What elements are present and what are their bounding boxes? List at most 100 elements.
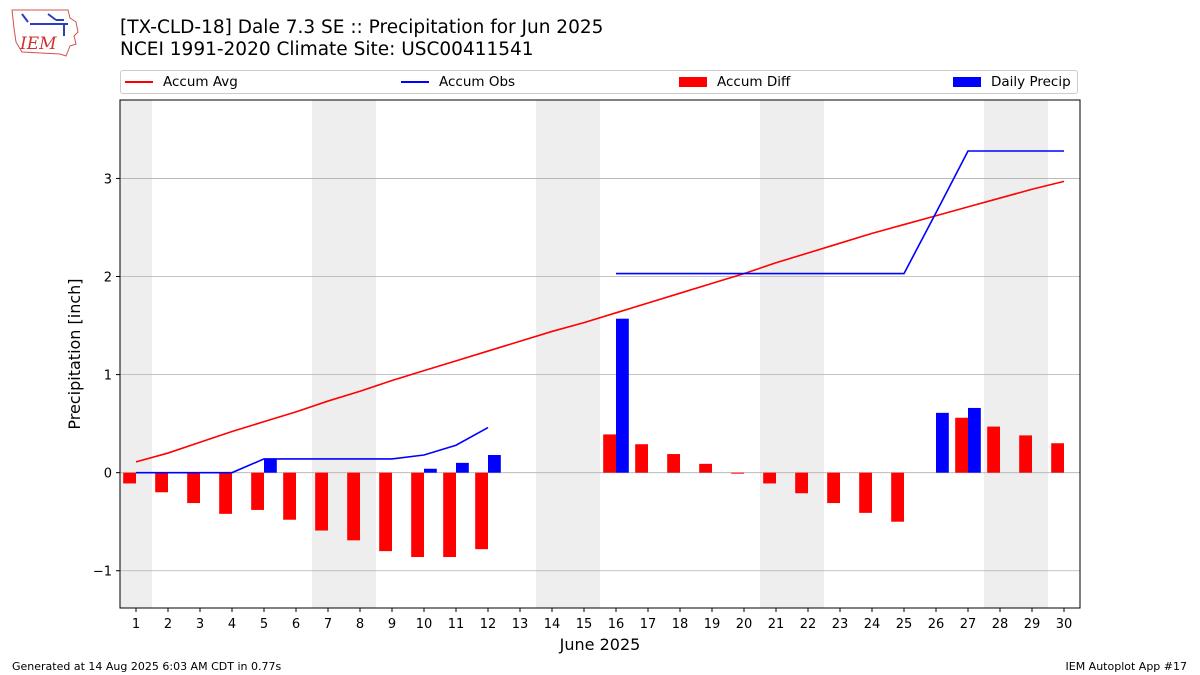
- x-tick-label: 21: [768, 617, 785, 632]
- iowa-outline-shape: [11, 9, 79, 57]
- accum-diff-bar: [1019, 435, 1032, 473]
- daily-precip-bar: [968, 407, 981, 473]
- x-tick-label: 3: [196, 617, 204, 632]
- daily-precip-bar: [616, 318, 629, 473]
- x-tick-label: 7: [324, 617, 332, 632]
- accum-diff-bar: [475, 472, 488, 550]
- x-tick-label: 2: [164, 617, 172, 632]
- x-axis-label: June 2025: [559, 635, 641, 654]
- legend-label-accum-diff: Accum Diff: [717, 74, 791, 90]
- x-tick-label: 5: [260, 617, 268, 632]
- x-tick-label: 26: [928, 617, 945, 632]
- x-tick-label: 13: [512, 617, 529, 632]
- plot-frame: [119, 99, 1081, 609]
- accum-diff-bar: [315, 472, 328, 531]
- accum-diff-bar: [1051, 443, 1064, 473]
- accum-diff-bar: [283, 472, 296, 520]
- app-label: IEM Autoplot App #17: [1065, 660, 1188, 673]
- daily-precip-bar: [456, 462, 469, 473]
- x-tick-label: 16: [608, 617, 625, 632]
- accum-diff-bar: [379, 472, 392, 552]
- y-tick-label: 2: [104, 271, 112, 286]
- x-tick-label: 18: [672, 617, 689, 632]
- chart-legend: Accum Avg Accum Obs Accum Diff Daily Pre…: [120, 70, 1078, 94]
- accum-diff-bar: [443, 472, 456, 558]
- x-tick-label: 19: [704, 617, 721, 632]
- y-axis-ticks: −1 0 1 2 3: [93, 172, 120, 580]
- legend-item-accum-obs: Accum Obs: [401, 74, 515, 90]
- iem-logo: IEM: [11, 9, 79, 57]
- accum-diff-bar: [731, 472, 744, 474]
- accum-diff-bar: [187, 472, 200, 504]
- accum-diff-bar: [603, 434, 616, 473]
- weekend-band: [312, 100, 376, 608]
- y-tick-label: −1: [93, 565, 112, 580]
- x-tick-label: 20: [736, 617, 753, 632]
- weekend-band: [984, 100, 1048, 608]
- accum-diff-bar: [347, 472, 360, 541]
- series-lines: [135, 150, 1065, 474]
- x-tick-label: 1: [132, 617, 140, 632]
- accum-avg-line: [135, 180, 1065, 463]
- accum-diff-bar: [763, 472, 776, 484]
- x-tick-label: 28: [992, 617, 1009, 632]
- x-tick-label: 27: [960, 617, 977, 632]
- accum-diff-bar: [155, 472, 168, 493]
- y-axis-label: Precipitation [inch]: [65, 278, 84, 429]
- legend-swatch-accum-avg: [125, 81, 153, 83]
- accum-obs-line: [136, 426, 489, 474]
- accum-diff-bar: [123, 472, 136, 484]
- x-tick-label: 17: [640, 617, 657, 632]
- weekend-band: [536, 100, 600, 608]
- x-tick-label: 11: [448, 617, 465, 632]
- x-tick-label: 8: [356, 617, 364, 632]
- daily-precip-bar: [936, 412, 949, 473]
- x-tick-label: 15: [576, 617, 593, 632]
- daily-precip-bar: [424, 468, 437, 473]
- weekend-bands: [120, 100, 1048, 608]
- x-tick-label: 30: [1056, 617, 1073, 632]
- legend-swatch-daily-precip: [953, 77, 981, 87]
- accum-diff-bar: [891, 472, 904, 522]
- legend-label-daily-precip: Daily Precip: [991, 74, 1071, 90]
- legend-swatch-accum-obs: [401, 81, 429, 83]
- chart-subtitle: NCEI 1991-2020 Climate Site: USC00411541: [120, 39, 534, 60]
- legend-label-accum-obs: Accum Obs: [439, 74, 516, 90]
- legend-label-accum-avg: Accum Avg: [163, 74, 238, 90]
- y-tick-label: 1: [104, 369, 112, 384]
- legend-item-accum-avg: Accum Avg: [125, 74, 238, 90]
- x-tick-label: 12: [480, 617, 497, 632]
- logo-text: IEM: [19, 34, 57, 54]
- legend-swatch-accum-diff: [679, 77, 707, 87]
- accum-obs-line: [616, 150, 1064, 275]
- x-tick-label: 6: [292, 617, 300, 632]
- generated-timestamp: Generated at 14 Aug 2025 6:03 AM CDT in …: [12, 660, 282, 673]
- legend-item-accum-diff: Accum Diff: [679, 74, 790, 90]
- accum-diff-bar: [411, 472, 424, 558]
- daily-precip-bar: [264, 458, 277, 473]
- x-tick-label: 10: [416, 617, 433, 632]
- x-tick-label: 29: [1024, 617, 1041, 632]
- x-tick-label: 23: [832, 617, 849, 632]
- y-tick-label: 0: [104, 467, 112, 482]
- accum-diff-bar: [667, 454, 680, 473]
- weather-station-icon: [21, 13, 68, 36]
- bars: [123, 318, 1064, 558]
- x-tick-label: 24: [864, 617, 881, 632]
- accum-diff-bar: [219, 472, 232, 514]
- x-tick-label: 14: [544, 617, 561, 632]
- accum-diff-bar: [987, 426, 1000, 473]
- accum-diff-bar: [635, 444, 648, 473]
- y-tick-label: 3: [104, 172, 112, 187]
- weekend-band: [120, 100, 152, 608]
- accum-diff-bar: [251, 472, 264, 510]
- legend-item-daily-precip: Daily Precip: [953, 74, 1071, 90]
- chart-title: [TX-CLD-18] Dale 7.3 SE :: Precipitation…: [120, 17, 604, 38]
- accum-diff-bar: [827, 472, 840, 504]
- accum-diff-bar: [795, 472, 808, 494]
- x-tick-label: 9: [388, 617, 396, 632]
- x-axis-ticks: 1 2 3 4 5 6 7 8 9 10 11 12 13 14 15 16 17 18 19 20 21 22 23 24 2…: [132, 608, 1072, 632]
- grid-lines: [120, 178, 1080, 572]
- accum-diff-bar: [955, 417, 968, 473]
- daily-precip-bar: [488, 455, 501, 473]
